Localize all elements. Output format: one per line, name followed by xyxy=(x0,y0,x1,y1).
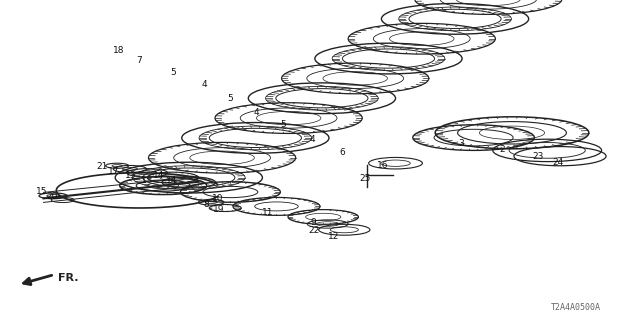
Text: 5: 5 xyxy=(280,120,285,129)
Text: 19: 19 xyxy=(213,205,225,214)
Text: 21: 21 xyxy=(97,162,108,171)
Text: 4: 4 xyxy=(202,80,207,89)
Text: 1: 1 xyxy=(141,176,147,185)
Text: 13: 13 xyxy=(125,171,137,180)
Text: 2: 2 xyxy=(500,145,505,154)
Text: 24: 24 xyxy=(552,158,564,167)
Text: 23: 23 xyxy=(532,152,543,161)
Text: 14: 14 xyxy=(153,171,164,180)
Text: T2A4A0500A: T2A4A0500A xyxy=(551,303,601,312)
Text: 22: 22 xyxy=(308,226,319,235)
Text: 5: 5 xyxy=(228,94,233,103)
Text: 17: 17 xyxy=(108,167,120,176)
Text: 16: 16 xyxy=(377,161,388,170)
Text: 15: 15 xyxy=(36,187,47,196)
Text: 10: 10 xyxy=(212,194,223,203)
Text: 7: 7 xyxy=(137,56,142,65)
Text: 20: 20 xyxy=(47,192,58,201)
Text: 5: 5 xyxy=(170,68,175,77)
Text: 14: 14 xyxy=(166,176,177,185)
Text: FR.: FR. xyxy=(58,273,78,284)
Text: 12: 12 xyxy=(328,232,340,241)
Text: 4: 4 xyxy=(253,108,259,116)
Text: 11: 11 xyxy=(262,208,273,217)
Text: 18: 18 xyxy=(113,46,124,55)
Text: 8: 8 xyxy=(204,200,209,209)
Text: 4: 4 xyxy=(310,135,315,144)
Text: 6: 6 xyxy=(340,148,345,157)
Text: 3: 3 xyxy=(458,139,463,148)
Text: 25: 25 xyxy=(359,174,371,183)
Text: 9: 9 xyxy=(311,218,316,227)
